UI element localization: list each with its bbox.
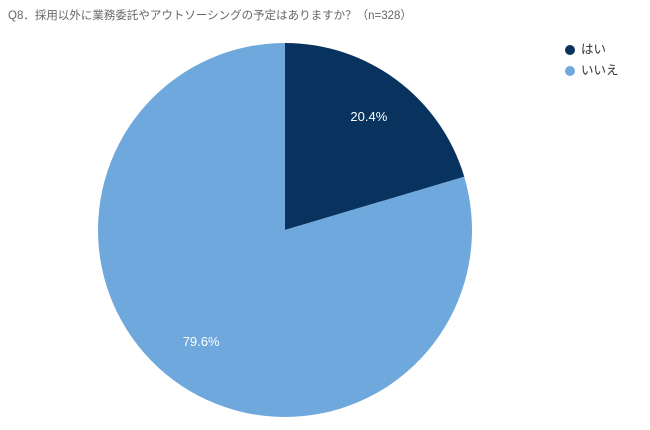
data-label: 20.4% [350, 109, 387, 124]
legend-label: はい [581, 42, 606, 56]
pie-slice [285, 43, 465, 230]
legend-marker [565, 45, 575, 55]
legend-marker [565, 66, 575, 76]
data-label: 79.6% [183, 334, 220, 349]
chart-title: Q8．採用以外に業務委託やアウトソーシングの予定はありますか？（n=328） [8, 8, 412, 22]
pie-slice [97, 43, 472, 417]
legend-label: いいえ [581, 63, 619, 77]
